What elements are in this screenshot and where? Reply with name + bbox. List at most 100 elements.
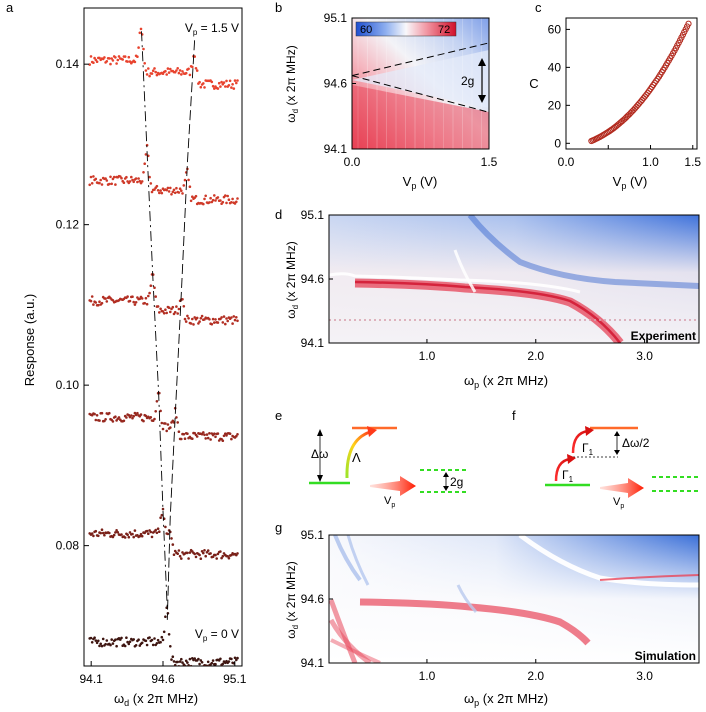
trace-point [177, 191, 181, 194]
panel-label-c: c [535, 0, 542, 15]
x-tick-label: 3.0 [636, 669, 653, 683]
trace-point [98, 644, 101, 648]
trace-point [203, 86, 206, 89]
trace-point [139, 27, 143, 31]
trace-point [193, 552, 196, 556]
trace-point [97, 303, 100, 307]
trace-point [199, 317, 203, 320]
trace-point [94, 177, 98, 181]
panel-d-red-band-core [354, 280, 621, 343]
y-tick-label: 94.6 [301, 272, 325, 286]
trace-point [181, 192, 184, 195]
trace-point [131, 295, 134, 299]
trace-point [159, 640, 162, 644]
trace-point [122, 419, 126, 423]
trace-point [160, 421, 164, 425]
trace-point [209, 438, 212, 441]
trace-point [178, 660, 182, 663]
trace-point [225, 317, 228, 320]
panel-b-x-ticks: 0.0 1.5 [344, 145, 498, 169]
trace-point [98, 56, 101, 60]
x-tick-label: 94.6 [151, 672, 175, 686]
trace-point [188, 73, 192, 77]
e-delta-arrow-up [317, 429, 323, 436]
trace-point [205, 664, 209, 666]
f-gamma-upper-main: Γ [582, 441, 589, 455]
panel-g-x-label-sub: p [474, 698, 479, 708]
trace-point [90, 532, 94, 535]
trace-point [111, 642, 115, 645]
trace-point [116, 58, 120, 62]
trace-point [236, 433, 239, 436]
trace-point [173, 310, 177, 314]
trace-point [235, 81, 238, 85]
trace-point [180, 657, 183, 661]
panel-d-inset-label: Experiment [631, 329, 696, 343]
trace-point [123, 536, 127, 539]
panel-g-y-label-rest: (x 2π MHz) [284, 561, 298, 625]
panel-g-y-ticks: 94.1 94.6 95.1 [301, 528, 333, 670]
trace-point [132, 180, 135, 184]
trace-point [216, 552, 220, 556]
trace-point [125, 175, 128, 179]
trace-point [226, 319, 229, 323]
trace-point [153, 188, 156, 191]
trace-point [176, 312, 179, 315]
trace-point [175, 416, 178, 419]
trace-point [183, 317, 187, 321]
trace-point [198, 662, 201, 666]
trace-point [195, 69, 199, 72]
trace-point [161, 507, 165, 511]
trace-point [204, 437, 207, 440]
annotation-top-sub: p [193, 28, 198, 37]
panel-d-x-label-sub: p [474, 380, 479, 390]
trace-point [198, 320, 201, 323]
trace-point [176, 67, 179, 70]
trace-point [211, 84, 215, 88]
panel-g-upper-white-branch [518, 535, 699, 588]
panel-g-x-label: ωp (x 2π MHz) [464, 691, 548, 708]
x-tick-label: 2.0 [527, 349, 544, 363]
e-split-arrow-up [443, 472, 449, 477]
trace-point [159, 409, 162, 413]
trace-point [211, 659, 215, 662]
trace-point [187, 557, 190, 560]
trace-point [206, 549, 210, 552]
trace-point [202, 82, 205, 85]
trace-point [92, 175, 95, 178]
panel-c-y-ticks: 0 20 40 60 [548, 22, 570, 150]
panel-g-red-fan-1 [329, 599, 358, 663]
trace-point [180, 557, 183, 560]
panel-g-y-label-sub: d [291, 625, 300, 629]
trace-point [216, 87, 220, 90]
panel-c-x-label-sub: p [621, 181, 626, 191]
trace-point [90, 295, 94, 298]
trace-point [210, 661, 214, 665]
trace-point [171, 190, 175, 194]
trace-point [227, 556, 231, 560]
trace-point [186, 661, 189, 664]
trace-point [188, 551, 192, 554]
trace-point [188, 657, 192, 661]
f-gamma-lower-main: Γ [562, 468, 569, 482]
panel-a-y-label: Response (a.u.) [22, 294, 37, 387]
f-lower-arc-head [567, 454, 576, 464]
trace-point [184, 320, 188, 323]
trace-point [155, 642, 159, 645]
trace-point [147, 532, 150, 535]
trace-point [103, 56, 106, 59]
trace-point [225, 434, 228, 437]
trace-point [125, 416, 128, 419]
trace-point [193, 316, 196, 319]
trace-point [221, 554, 225, 558]
trace-point [224, 194, 227, 197]
f-vp-arrow [600, 478, 644, 498]
trace-point [167, 71, 171, 74]
trace-point [183, 664, 187, 666]
trace-point [104, 418, 107, 421]
y-tick-label: 0.12 [56, 218, 80, 232]
panel-b-x-label-sub: p [411, 181, 416, 191]
trace-point [169, 426, 172, 429]
trace-point [186, 551, 189, 555]
trace-point [158, 311, 161, 314]
